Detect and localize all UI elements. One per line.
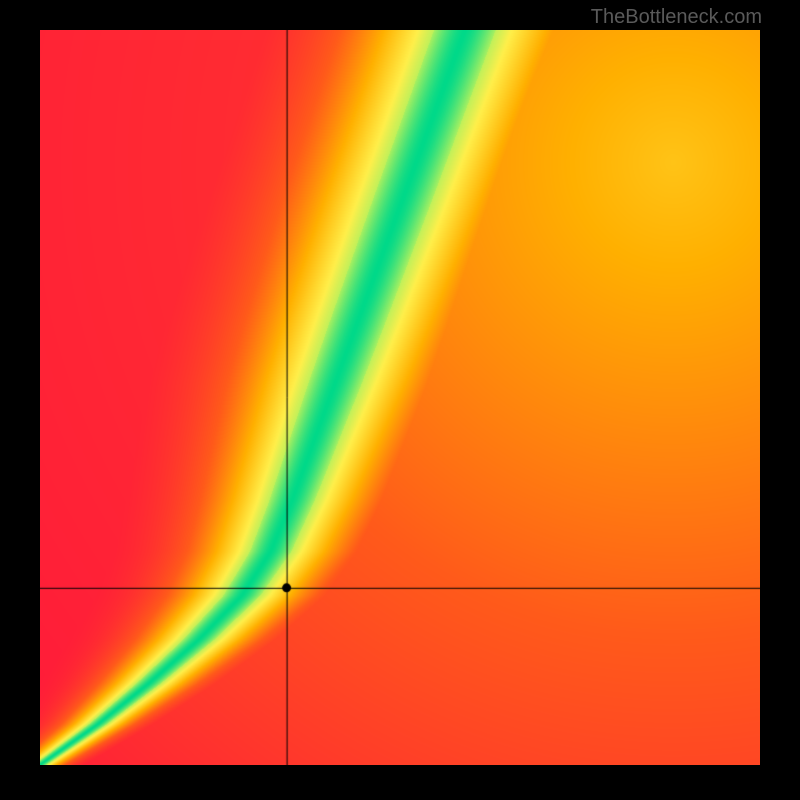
heatmap-canvas [40,30,760,765]
watermark-text: TheBottleneck.com [591,6,762,29]
heatmap-plot [40,30,760,765]
